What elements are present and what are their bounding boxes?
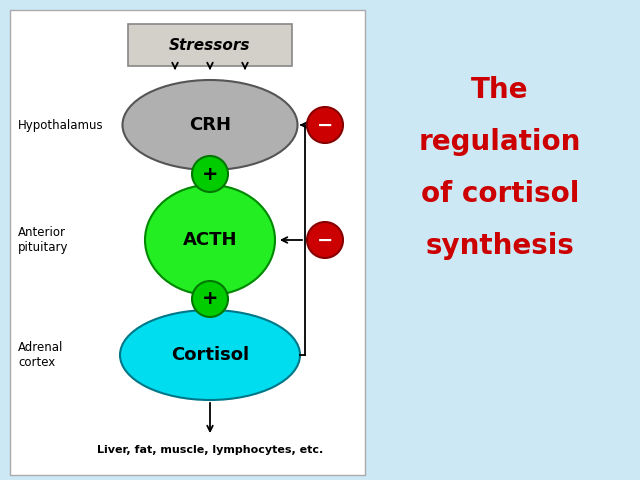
Text: −: − bbox=[317, 116, 333, 134]
Circle shape bbox=[307, 222, 343, 258]
Text: ACTH: ACTH bbox=[183, 231, 237, 249]
Circle shape bbox=[192, 156, 228, 192]
Text: Stressors: Stressors bbox=[169, 37, 251, 52]
Text: Anterior
pituitary: Anterior pituitary bbox=[18, 226, 68, 254]
Text: Liver, fat, muscle, lymphocytes, etc.: Liver, fat, muscle, lymphocytes, etc. bbox=[97, 445, 323, 455]
Text: +: + bbox=[202, 165, 218, 183]
Text: CRH: CRH bbox=[189, 116, 231, 134]
Circle shape bbox=[192, 281, 228, 317]
Text: Adrenal
cortex: Adrenal cortex bbox=[18, 341, 63, 369]
Text: synthesis: synthesis bbox=[426, 232, 575, 260]
Text: of cortisol: of cortisol bbox=[421, 180, 579, 208]
Circle shape bbox=[307, 107, 343, 143]
Text: regulation: regulation bbox=[419, 128, 581, 156]
Text: Cortisol: Cortisol bbox=[171, 346, 249, 364]
Bar bbox=[10, 10, 365, 475]
Ellipse shape bbox=[145, 185, 275, 295]
Ellipse shape bbox=[120, 310, 300, 400]
FancyBboxPatch shape bbox=[128, 24, 292, 66]
Text: +: + bbox=[202, 289, 218, 309]
Text: Hypothalamus: Hypothalamus bbox=[18, 119, 104, 132]
Text: The: The bbox=[471, 76, 529, 104]
Text: −: − bbox=[317, 230, 333, 250]
Ellipse shape bbox=[122, 80, 298, 170]
